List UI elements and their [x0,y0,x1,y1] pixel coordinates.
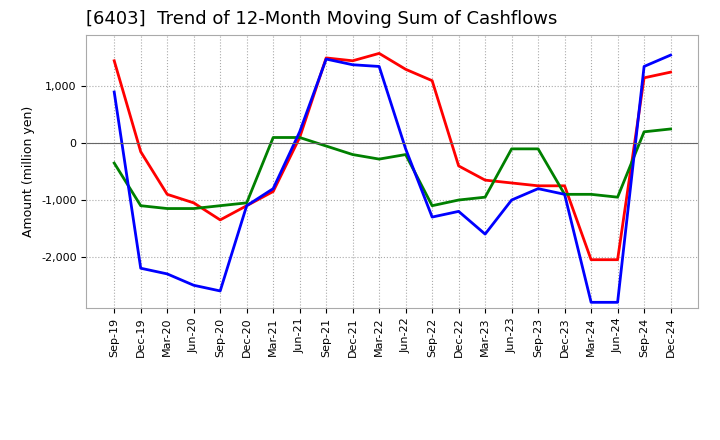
Line: Investing Cashflow: Investing Cashflow [114,129,670,209]
Free Cashflow [481,231,490,237]
Operating Cashflow [322,55,330,61]
Operating Cashflow [110,58,119,63]
Operating Cashflow [348,58,357,63]
Operating Cashflow [534,183,542,188]
Free Cashflow [375,64,384,69]
Free Cashflow [110,89,119,95]
Investing Cashflow [375,157,384,162]
Investing Cashflow [189,206,198,211]
Free Cashflow [640,64,649,69]
Line: Operating Cashflow: Operating Cashflow [114,53,670,260]
Operating Cashflow [587,257,595,262]
Free Cashflow [269,186,277,191]
Investing Cashflow [269,135,277,140]
Investing Cashflow [454,198,463,203]
Operating Cashflow [428,78,436,83]
Operating Cashflow [375,51,384,56]
Line: Free Cashflow: Free Cashflow [114,55,670,302]
Free Cashflow [295,129,304,135]
Investing Cashflow [348,152,357,157]
Investing Cashflow [613,194,622,200]
Free Cashflow [508,198,516,203]
Free Cashflow [322,56,330,62]
Free Cashflow [216,288,225,293]
Text: [6403]  Trend of 12-Month Moving Sum of Cashflows: [6403] Trend of 12-Month Moving Sum of C… [86,10,558,28]
Investing Cashflow [243,200,251,205]
Operating Cashflow [666,70,675,75]
Investing Cashflow [216,203,225,208]
Operating Cashflow [216,217,225,223]
Investing Cashflow [401,152,410,157]
Operating Cashflow [136,149,145,154]
Investing Cashflow [508,146,516,151]
Y-axis label: Amount (million yen): Amount (million yen) [22,106,35,237]
Investing Cashflow [163,206,171,211]
Free Cashflow [189,282,198,288]
Free Cashflow [560,192,569,197]
Operating Cashflow [243,203,251,208]
Investing Cashflow [640,129,649,135]
Operating Cashflow [640,75,649,81]
Free Cashflow [163,271,171,277]
Investing Cashflow [428,203,436,208]
Investing Cashflow [136,203,145,208]
Free Cashflow [587,300,595,305]
Investing Cashflow [587,192,595,197]
Operating Cashflow [401,66,410,72]
Operating Cashflow [189,200,198,205]
Operating Cashflow [163,192,171,197]
Investing Cashflow [110,161,119,166]
Operating Cashflow [508,180,516,186]
Operating Cashflow [481,177,490,183]
Operating Cashflow [295,135,304,140]
Investing Cashflow [534,146,542,151]
Operating Cashflow [560,183,569,188]
Free Cashflow [613,300,622,305]
Free Cashflow [666,52,675,58]
Operating Cashflow [269,189,277,194]
Free Cashflow [401,146,410,151]
Free Cashflow [428,214,436,220]
Free Cashflow [534,186,542,191]
Investing Cashflow [322,143,330,149]
Free Cashflow [243,203,251,208]
Legend: Operating Cashflow, Investing Cashflow, Free Cashflow: Operating Cashflow, Investing Cashflow, … [114,438,670,440]
Investing Cashflow [295,135,304,140]
Free Cashflow [454,209,463,214]
Investing Cashflow [560,192,569,197]
Operating Cashflow [454,163,463,169]
Free Cashflow [136,266,145,271]
Investing Cashflow [666,126,675,132]
Operating Cashflow [613,257,622,262]
Investing Cashflow [481,194,490,200]
Free Cashflow [348,62,357,67]
